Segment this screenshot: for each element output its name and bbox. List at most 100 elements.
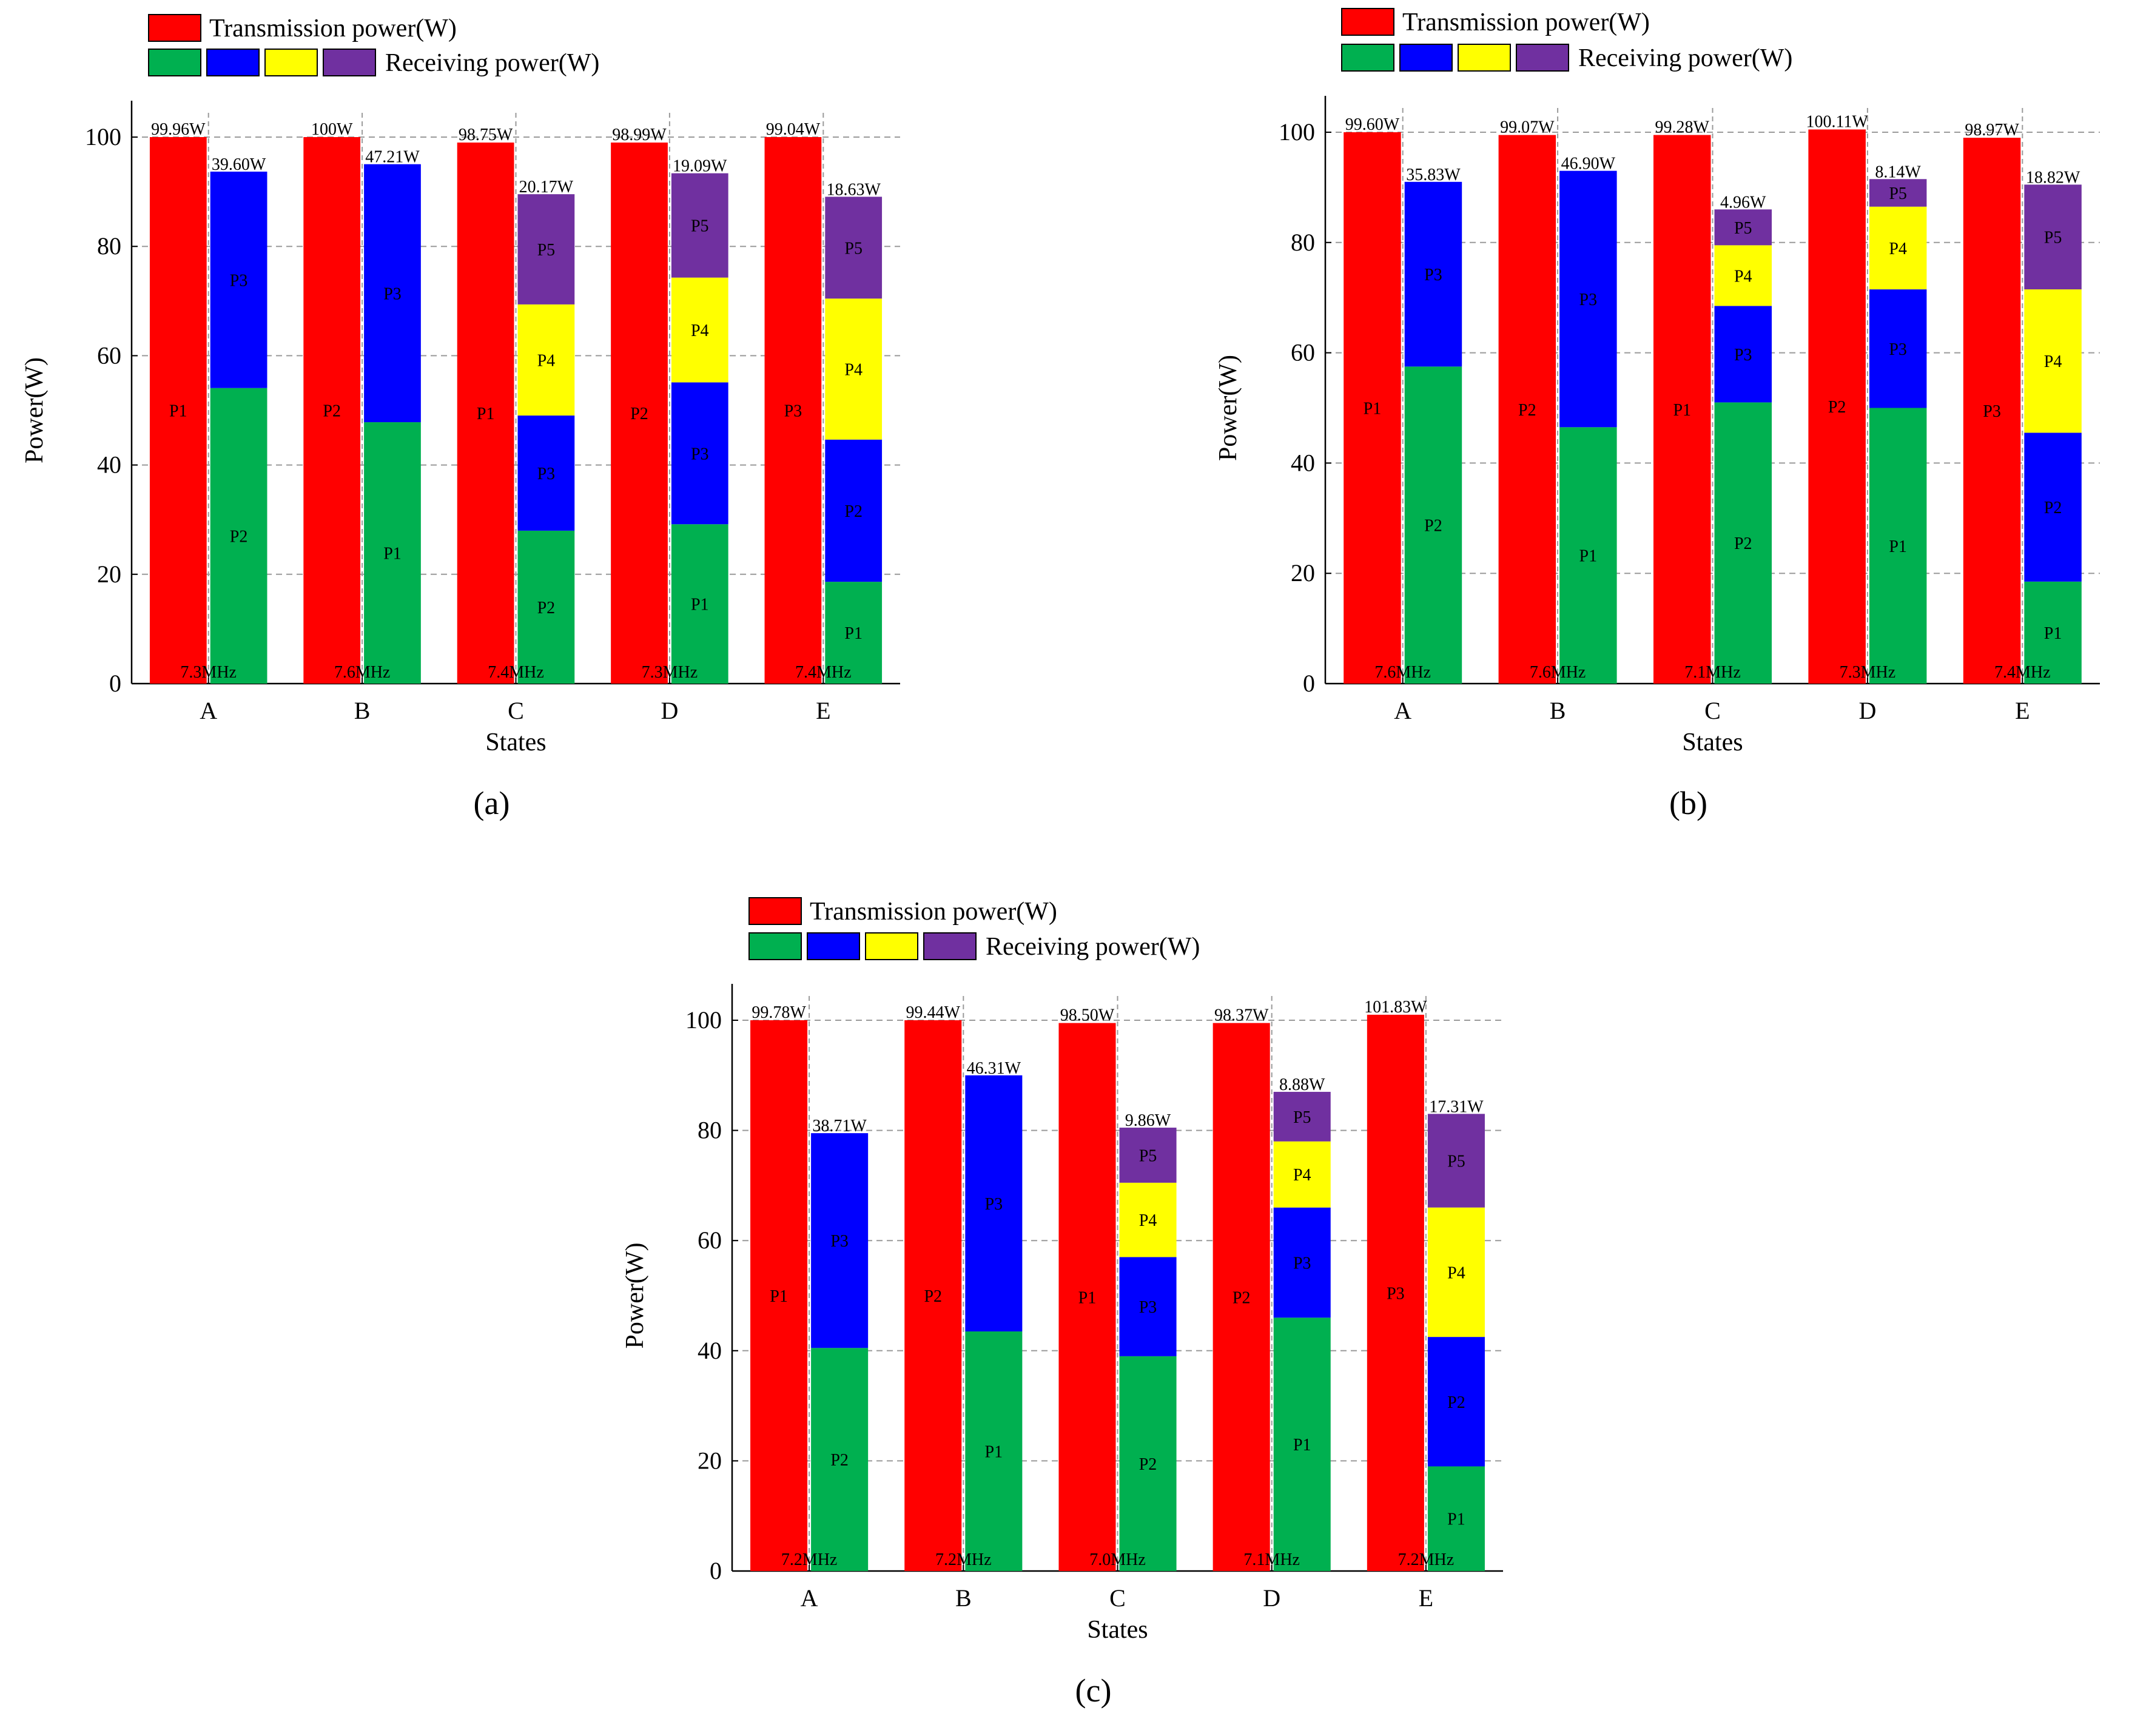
bar-id-label: P2 [924, 1287, 942, 1306]
bar-id-label: P2 [1518, 401, 1536, 420]
panel-label: (a) [474, 785, 510, 821]
x-tick-label: C [1704, 697, 1721, 724]
bar-id-label: P2 [844, 502, 863, 521]
bar-segment-receiving [1714, 245, 1772, 306]
y-tick-label: 100 [685, 1006, 722, 1034]
bar-id-label: P4 [1139, 1211, 1157, 1230]
legend-swatch-receiving [264, 49, 318, 76]
bar-id-label: P1 [2044, 624, 2062, 643]
legend-swatch-receiving [923, 932, 977, 960]
bar-segment-receiving [1404, 181, 1462, 367]
y-tick-label: 20 [1291, 559, 1315, 587]
bar-id-label: P4 [1447, 1263, 1465, 1282]
y-tick-label: 60 [1291, 339, 1315, 366]
data-label-transmission: 99.78W [752, 1003, 806, 1022]
bar-segment-receiving [1273, 1092, 1331, 1142]
bar-segment-receiving [671, 277, 728, 383]
bar-id-label: P2 [537, 599, 556, 617]
bar-id-label: P5 [1889, 184, 1907, 203]
bar-segment-receiving [210, 388, 267, 684]
bar-id-label: P3 [830, 1232, 849, 1251]
bar-segment-receiving [1559, 427, 1617, 684]
bar-segment-receiving [811, 1133, 869, 1348]
data-label-receiving: 39.60W [212, 155, 266, 174]
bar-segment-receiving [364, 422, 421, 684]
data-label-receiving: 9.86W [1125, 1111, 1171, 1130]
chart-panel-a: 02040608010099.96WP1P254.08WP339.60W7.3M… [21, 14, 900, 821]
y-tick-label: 100 [1279, 118, 1315, 146]
bar-segment-receiving [2024, 184, 2082, 290]
x-tick-label: B [955, 1584, 972, 1612]
bar-segment-receiving [517, 304, 575, 416]
bar-segment-receiving [1119, 1257, 1177, 1356]
bar-segment-receiving [825, 439, 883, 582]
data-label-transmission: 98.97W [1965, 121, 2019, 140]
bar-id-label: P2 [630, 405, 648, 423]
bar-id-label: P1 [1889, 537, 1907, 556]
panel-label: (c) [1075, 1672, 1112, 1709]
data-label-transmission: 100W [311, 120, 353, 139]
bar-segment-receiving [1714, 209, 1772, 246]
x-axis-title: States [485, 728, 546, 756]
bar-id-label: P5 [1734, 219, 1752, 238]
bar-id-label: P1 [1364, 400, 1382, 419]
data-label-transmission: 98.37W [1214, 1006, 1269, 1025]
legend-swatch-receiving [807, 932, 860, 960]
legend-swatch-receiving [1458, 44, 1511, 72]
bar-id-label: P2 [1424, 517, 1442, 536]
y-tick-label: 80 [97, 232, 121, 260]
bar-id-label: P3 [784, 402, 802, 421]
bar-segment-receiving [1119, 1182, 1177, 1257]
legend-swatch-receiving [206, 49, 260, 76]
bar-segment-receiving [1869, 289, 1927, 408]
bar-id-label: P1 [1293, 1436, 1311, 1455]
bar-id-label: P1 [1078, 1288, 1097, 1307]
x-tick-label: E [816, 697, 830, 724]
bar-segment-receiving [1714, 402, 1772, 684]
bar-segment-receiving [965, 1331, 1023, 1571]
x-tick-label: E [1419, 1584, 1433, 1612]
bar-id-label: P2 [1233, 1288, 1251, 1307]
bar-id-label: P3 [1293, 1254, 1311, 1273]
y-tick-label: 20 [97, 560, 121, 588]
bar-transmission [750, 1020, 808, 1571]
legend-swatch-receiving [865, 932, 918, 960]
x-tick-label: E [2015, 697, 2030, 724]
bar-segment-receiving [1404, 366, 1462, 684]
y-axis-title: Power(W) [1214, 355, 1242, 461]
y-axis-title: Power(W) [621, 1243, 649, 1349]
bar-transmission [1498, 135, 1556, 684]
bar-id-label: P4 [844, 360, 863, 379]
bar-transmission [904, 1020, 962, 1571]
x-tick-label: C [508, 697, 524, 724]
bar-id-label: P2 [230, 527, 248, 546]
legend: Transmission power(W) Receiving power(W) [148, 14, 599, 77]
bar-segment-receiving [1869, 179, 1927, 207]
y-tick-label: 40 [698, 1337, 722, 1364]
bar-segment-receiving [1427, 1114, 1485, 1208]
panel-label: (b) [1669, 785, 1707, 821]
chart-panel-b: 02040608010099.60WP1P254.46WP335.83W7.6M… [1214, 8, 2100, 821]
bar-segment-receiving [2024, 581, 2082, 684]
bar-id-label: P2 [323, 402, 341, 421]
bar-id-label: P3 [230, 271, 248, 290]
data-label-transmission: 99.28W [1655, 118, 1710, 137]
bar-id-label: P4 [537, 351, 556, 370]
data-label-receiving: 4.96W [1720, 193, 1766, 212]
bar-id-label: P2 [1828, 398, 1846, 417]
y-tick-label: 100 [85, 123, 121, 150]
x-tick-label: B [354, 697, 371, 724]
x-tick-label: A [1394, 697, 1411, 724]
y-tick-label: 0 [1303, 670, 1315, 697]
bar-id-label: P4 [1734, 267, 1752, 286]
bar-segment-receiving [825, 582, 883, 684]
y-tick-label: 60 [698, 1226, 722, 1254]
data-label-receiving: 8.88W [1279, 1075, 1325, 1094]
legend-label-receiving: Receiving power(W) [986, 933, 1200, 961]
bar-id-label: P3 [1139, 1298, 1157, 1317]
bar-segment-receiving [1273, 1317, 1331, 1571]
bar-id-label: P2 [1734, 534, 1752, 553]
bar-id-label: P4 [691, 321, 709, 340]
y-axis-title: Power(W) [21, 357, 49, 463]
